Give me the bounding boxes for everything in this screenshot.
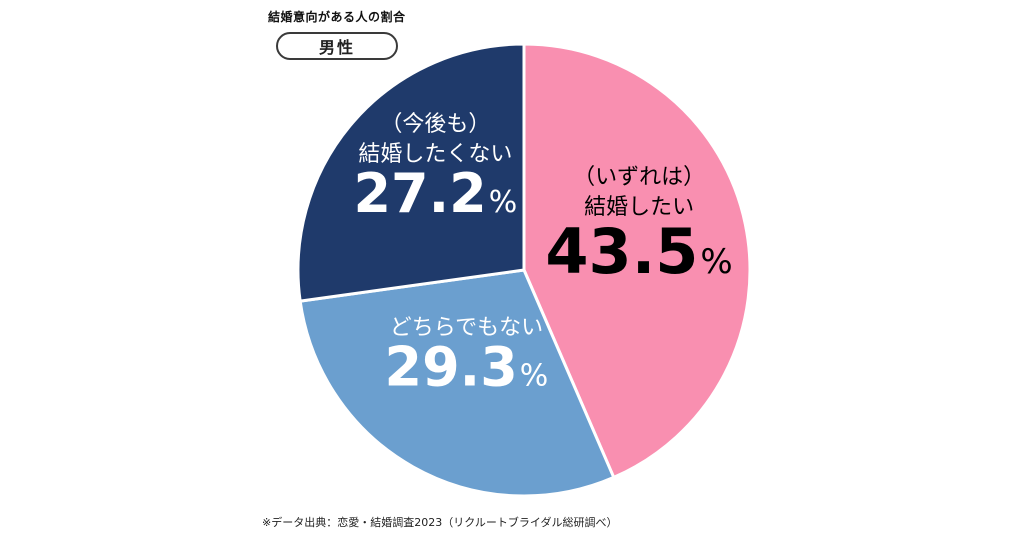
slice-value-unit: % xyxy=(489,185,518,220)
slice-value-unit: % xyxy=(520,359,549,394)
slice-value-label: 27.2% xyxy=(353,162,517,225)
slice-value-number: 43.5 xyxy=(545,215,698,288)
slice-label-line2: 結婚したくない xyxy=(358,142,512,167)
slice-value-number: 27.2 xyxy=(353,162,486,225)
slice-value-label: 29.3% xyxy=(385,336,549,399)
pie-slice-3 xyxy=(296,42,526,303)
chart-title: 結婚意向がある人の割合 xyxy=(268,10,406,24)
slice-label-line2: 結婚したい xyxy=(584,195,694,220)
slice-label-line1: どちらでもない xyxy=(390,315,543,340)
slice-value-number: 29.3 xyxy=(385,336,518,399)
source-note: ※データ出典：恋愛・結婚調査2023（リクルートブライダル総研調べ） xyxy=(262,516,618,529)
slice-label-line1: （今後も） xyxy=(380,112,490,137)
slice-value-label: 43.5% xyxy=(545,215,732,288)
slice-label-line1: （いずれは） xyxy=(573,165,705,190)
pie-slice-2 xyxy=(298,268,616,498)
pie-slice-1 xyxy=(522,42,752,480)
gender-label-pill: 男性 xyxy=(276,32,398,60)
slice-value-unit: % xyxy=(700,242,732,282)
